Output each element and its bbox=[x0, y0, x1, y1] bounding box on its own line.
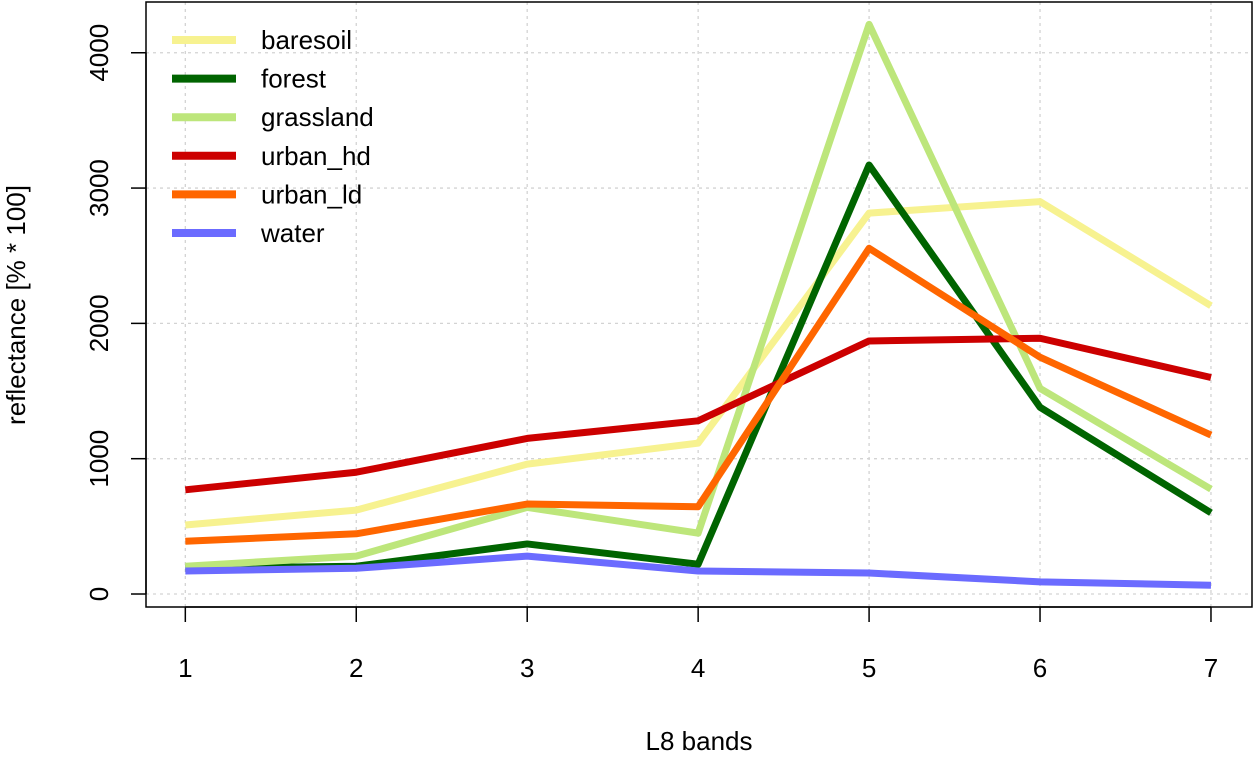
series-line-urban_ld bbox=[185, 244, 1213, 545]
x-tick-label: 5 bbox=[862, 653, 876, 683]
legend-label: water bbox=[260, 218, 325, 248]
y-tick-label: 1000 bbox=[84, 430, 114, 488]
legend-label: forest bbox=[261, 64, 327, 94]
y-tick-label: 4000 bbox=[84, 24, 114, 82]
x-axis: 1 2 3 4 5 6 7 bbox=[178, 606, 1218, 683]
series-line-water bbox=[185, 552, 1212, 589]
series-line-urban_hd bbox=[184, 334, 1212, 494]
x-tick-label: 7 bbox=[1204, 653, 1218, 683]
y-tick-label: 0 bbox=[84, 587, 114, 601]
y-axis: 0 1000 2000 3000 4000 bbox=[84, 24, 147, 601]
grid bbox=[146, 2, 1252, 607]
legend-label: baresoil bbox=[261, 25, 352, 55]
y-tick-label: 3000 bbox=[84, 159, 114, 217]
legend: baresoil forest grassland urban_hd urban_ldw… bbox=[172, 25, 374, 248]
x-tick-label: 2 bbox=[349, 653, 363, 683]
y-tick-label: 2000 bbox=[84, 294, 114, 352]
y-axis-label: reflectance [% * 100] bbox=[1, 185, 31, 425]
x-tick-label: 6 bbox=[1033, 653, 1047, 683]
series-lines bbox=[184, 20, 1213, 589]
x-axis-label: L8 bands bbox=[646, 726, 753, 755]
series-line-baresoil bbox=[185, 198, 1213, 529]
legend-label: urban_ld bbox=[261, 179, 362, 209]
x-tick-label: 1 bbox=[178, 653, 192, 683]
x-tick-label: 4 bbox=[691, 653, 705, 683]
legend-label: grassland bbox=[261, 102, 374, 132]
legend-label: urban_hd bbox=[261, 141, 371, 171]
series-line-grassland bbox=[185, 20, 1213, 570]
x-tick-label: 3 bbox=[520, 653, 534, 683]
